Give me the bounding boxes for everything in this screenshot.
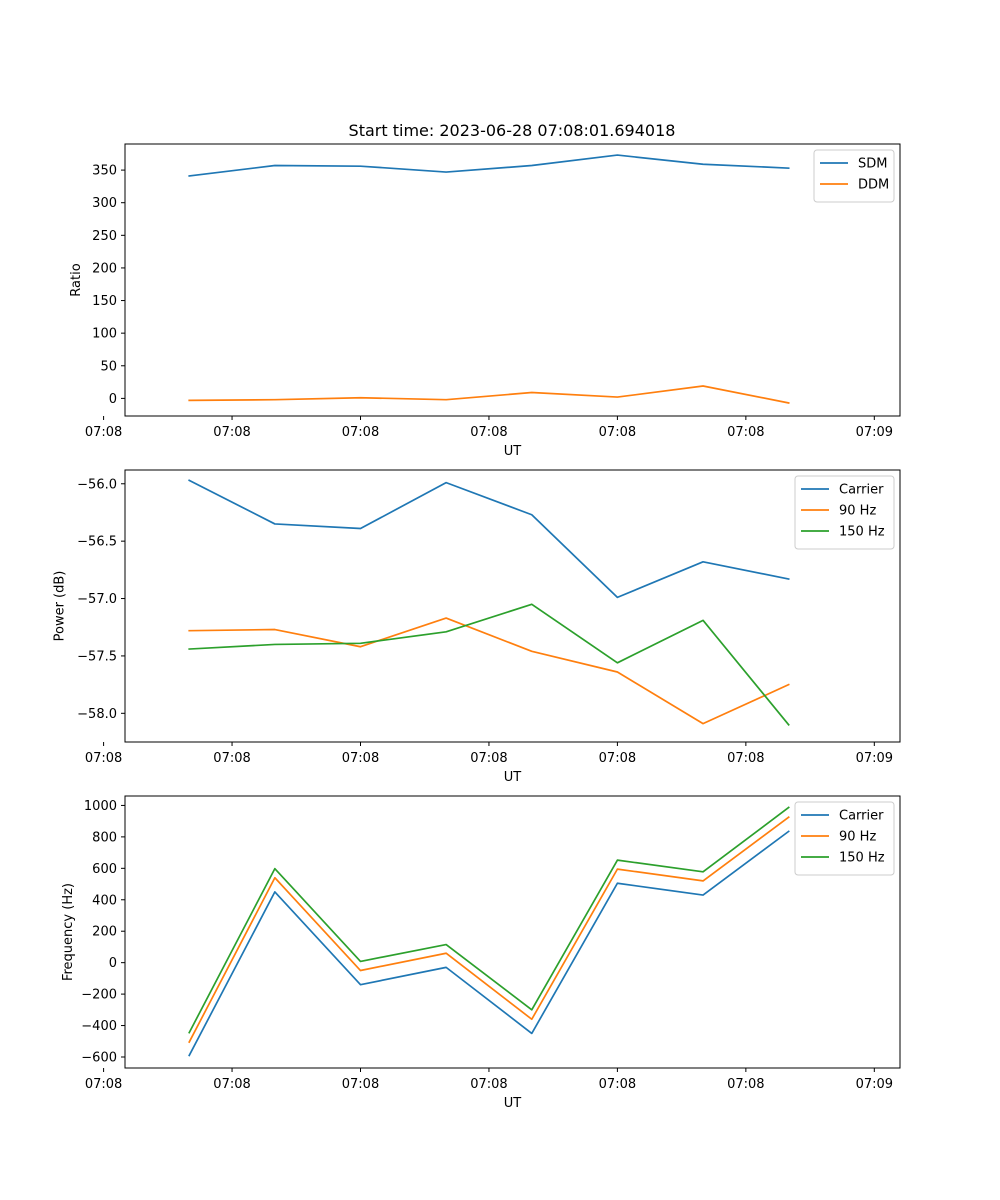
ratio-x-tick-label: 07:08 [470, 425, 507, 440]
frequency-legend: Carrier 90 Hz 150 Hz [794, 801, 895, 876]
frequency-axes-frame [124, 795, 901, 1069]
frequency-series-line-90-hz [188, 816, 790, 1044]
power-series-line-90-hz [188, 617, 790, 725]
power-y-tick-label: −57.5 [77, 649, 117, 664]
ratio-y-tick-label: 250 [92, 229, 117, 244]
frequency-legend-label: 90 Hz [839, 830, 876, 845]
power-legend-label: Carrier [839, 483, 884, 498]
ratio-x-tick-label: 07:08 [342, 425, 379, 440]
ratio-legend-label: DDM [858, 178, 889, 193]
frequency-x-tick-label: 07:08 [599, 1077, 636, 1092]
ratio-y-tick-label: 300 [92, 196, 117, 211]
ratio-y-tick-label: 0 [109, 392, 117, 407]
power-x-tick-label: 07:09 [856, 751, 893, 766]
frequency-x-tick-label: 07:08 [85, 1077, 122, 1092]
power-series-line-carrier [188, 479, 790, 599]
chart-title: Start time: 2023-06-28 07:08:01.694018 [349, 121, 676, 140]
frequency-legend-label: 150 Hz [839, 851, 885, 866]
frequency-y-tick-label: −600 [81, 1050, 117, 1065]
frequency-y-tick-label: −200 [81, 988, 117, 1003]
power-legend-label: 150 Hz [839, 525, 885, 540]
frequency-x-tick-label: 07:08 [727, 1077, 764, 1092]
frequency-y-tick-label: 1000 [84, 799, 117, 814]
frequency-series-line-carrier [188, 830, 790, 1057]
frequency-legend-label: Carrier [839, 809, 884, 824]
power-x-tick-label: 07:08 [599, 751, 636, 766]
ratio-legend: SDM DDM [813, 149, 895, 203]
ratio-axes-frame [124, 143, 901, 417]
ratio-x-axis-label: UT [504, 444, 522, 459]
ratio-panel: 07:08 07:08 07:08 07:08 07:08 07:08 07:09 0 50 10… [69, 143, 901, 459]
ratio-x-tick-label: 07:08 [599, 425, 636, 440]
ratio-y-axis-label: Ratio [69, 263, 84, 296]
ratio-y-tick-label: 100 [92, 327, 117, 342]
power-y-axis-label: Power (dB) [53, 571, 68, 642]
ratio-x-tick-label: 07:08 [85, 425, 122, 440]
power-x-tick-label: 07:08 [470, 751, 507, 766]
frequency-x-tick-label: 07:08 [213, 1077, 250, 1092]
ratio-x-tick-label: 07:08 [213, 425, 250, 440]
frequency-x-tick-label: 07:08 [342, 1077, 379, 1092]
ratio-series-line-ddm [188, 385, 790, 404]
ratio-y-tick-label: 150 [92, 294, 117, 309]
frequency-y-tick-label: 200 [92, 925, 117, 940]
power-y-tick-label: −57.0 [77, 592, 117, 607]
frequency-y-tick-label: 400 [92, 893, 117, 908]
frequency-x-tick-label: 07:08 [470, 1077, 507, 1092]
power-series-line-150-hz [188, 603, 790, 726]
power-legend: Carrier 90 Hz 150 Hz [794, 475, 895, 550]
frequency-y-tick-label: 800 [92, 830, 117, 845]
frequency-y-tick-label: −400 [81, 1019, 117, 1034]
power-legend-label: 90 Hz [839, 504, 876, 519]
frequency-x-tick-label: 07:09 [856, 1077, 893, 1092]
ratio-series-line-sdm [188, 154, 790, 177]
frequency-series-line-150-hz [188, 806, 790, 1034]
ratio-y-tick-label: 50 [100, 359, 117, 374]
ratio-y-tick-label: 350 [92, 164, 117, 179]
ratio-x-tick-label: 07:09 [856, 425, 893, 440]
frequency-y-tick-label: 0 [109, 956, 117, 971]
frequency-x-axis-label: UT [504, 1096, 522, 1111]
power-panel: 07:08 07:08 07:08 07:08 07:08 07:08 07:09 −58.0… [53, 469, 901, 785]
frequency-panel: 07:08 07:08 07:08 07:08 07:08 07:08 07:09 −600 −… [61, 795, 901, 1111]
power-x-tick-label: 07:08 [342, 751, 379, 766]
power-y-tick-label: −56.5 [77, 535, 117, 550]
power-axes-frame [124, 469, 901, 743]
ratio-x-tick-label: 07:08 [727, 425, 764, 440]
frequency-y-axis-label: Frequency (Hz) [61, 883, 76, 981]
power-y-tick-label: −56.0 [77, 477, 117, 492]
ratio-legend-label: SDM [858, 157, 887, 172]
ratio-y-tick-label: 200 [92, 261, 117, 276]
power-x-axis-label: UT [504, 770, 522, 785]
power-x-tick-label: 07:08 [727, 751, 764, 766]
power-y-tick-label: −58.0 [77, 707, 117, 722]
frequency-y-tick-label: 600 [92, 862, 117, 877]
power-x-tick-label: 07:08 [213, 751, 250, 766]
power-x-tick-label: 07:08 [85, 751, 122, 766]
